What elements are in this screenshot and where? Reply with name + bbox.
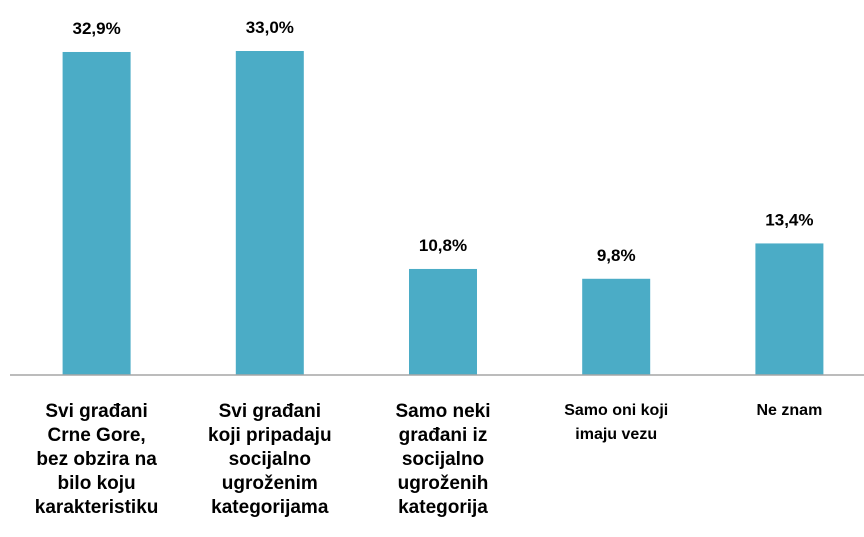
bar xyxy=(235,51,304,375)
bar xyxy=(62,51,131,376)
bar xyxy=(409,268,477,375)
value-label: 13,4% xyxy=(765,210,813,229)
value-label: 9,8% xyxy=(597,246,636,265)
x-tick-label: Svi građani Crne Gore, bez obzira na bilo k… xyxy=(35,401,159,518)
bar xyxy=(582,278,651,375)
x-tick-label: Samo oni koji imaju vezu xyxy=(564,402,668,443)
x-tick-label: Samo neki građani iz socijalno ugroženih kat… xyxy=(395,401,490,518)
x-tick-label: Ne znam xyxy=(757,402,823,419)
bar xyxy=(755,243,824,375)
x-tick-label: Svi građani koji pripadaju socijalno ugrože… xyxy=(208,401,332,518)
value-label: 10,8% xyxy=(419,236,467,255)
value-label: 33,0% xyxy=(246,18,294,37)
value-label: 32,9% xyxy=(72,19,120,38)
